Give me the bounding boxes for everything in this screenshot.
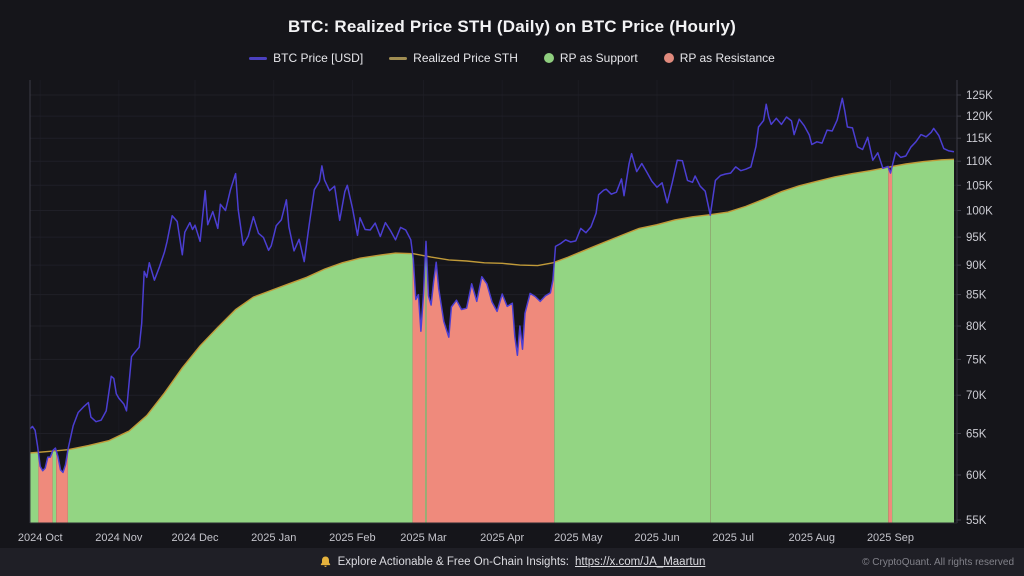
y-tick-label: 110K (966, 156, 992, 168)
y-tick-label: 90K (966, 260, 987, 272)
y-tick-label: 95K (966, 232, 987, 244)
support-resistance-areas (30, 159, 954, 524)
y-tick-label: 120K (966, 111, 993, 123)
realized-price-sth-line (29, 158, 955, 454)
legend-item-realized-price: Realized Price STH (389, 51, 518, 65)
rp-support-area (554, 214, 711, 523)
footer-bar: Explore Actionable & Free On-Chain Insig… (0, 548, 1024, 576)
x-tick-label: 2025 Jan (251, 532, 296, 544)
chart-legend: BTC Price [USD] Realized Price STH RP as… (0, 51, 1024, 65)
x-tick-label: 2024 Oct (18, 532, 63, 544)
y-tick-label: 100K (966, 206, 993, 218)
btc-price-line-marker (249, 56, 268, 60)
y-tick-label: 60K (966, 470, 987, 482)
x-tick-label: 2025 Apr (480, 532, 524, 544)
realized-price-line-marker (389, 56, 408, 60)
rp-support-area (892, 159, 954, 524)
rp-support-area (30, 452, 39, 523)
rp-resistance-area (888, 166, 893, 523)
copyright-text: © CryptoQuant. All rights reserved (862, 556, 1014, 568)
rp-support-area (52, 450, 57, 523)
y-tick-label: 80K (966, 321, 987, 333)
btc-price-line (29, 97, 955, 474)
rp-resistance-area (38, 451, 53, 523)
price-chart-plot: 125K 120K 115K 110K 105K 100K 95K 90K 85K 80K 75K 7… (18, 80, 993, 544)
y-tick-label: 65K (966, 429, 987, 441)
x-tick-label: 2025 Feb (329, 532, 375, 544)
legend-item-rp-resistance: RP as Resistance (663, 51, 775, 65)
rp-support-area (67, 253, 413, 523)
x-tick-label: 2025 Aug (789, 532, 836, 544)
y-tick-label: 75K (966, 354, 987, 366)
x-tick-label: 2024 Dec (171, 532, 219, 544)
y-tick-label: 105K (966, 180, 993, 192)
y-tick-label: 55K (966, 515, 987, 527)
y-tick-label: 85K (966, 290, 987, 302)
chart-title: BTC: Realized Price STH (Daily) on BTC P… (288, 17, 736, 36)
rp-resistance-dot-marker (663, 53, 674, 63)
legend-label-rp-resistance: RP as Resistance (679, 51, 775, 65)
x-tick-label: 2025 May (554, 532, 603, 544)
x-tick-label: 2025 Jun (634, 532, 679, 544)
footer-text: Explore Actionable & Free On-Chain Insig… (337, 556, 569, 568)
legend-label-rp-support: RP as Support (559, 51, 638, 65)
legend-item-rp-support: RP as Support (543, 51, 638, 65)
y-tick-label: 70K (966, 390, 987, 402)
axes (29, 80, 958, 524)
y-tick-label: 115K (966, 133, 992, 145)
rp-support-area (710, 167, 889, 524)
legend-label-realized-price: Realized Price STH (413, 51, 518, 65)
legend-label-btc-price: BTC Price [USD] (273, 51, 364, 65)
bell-icon (319, 555, 332, 572)
x-tick-label: 2025 Sep (867, 532, 914, 544)
y-axis-labels: 125K 120K 115K 110K 105K 100K 95K 90K 85K 80K 75K 7… (957, 90, 993, 527)
rp-support-area (425, 256, 427, 523)
x-tick-label: 2025 Mar (400, 532, 447, 544)
x-tick-label: 2024 Nov (95, 532, 143, 544)
x-tick-label: 2025 Jul (712, 532, 754, 544)
x-axis-labels: 2024 Oct 2024 Nov 2024 Dec 2025 Jan 2025 Feb… (18, 532, 914, 544)
rp-support-dot-marker (543, 53, 554, 63)
legend-item-btc-price: BTC Price [USD] (249, 51, 363, 65)
y-tick-label: 125K (966, 90, 993, 102)
footer-link[interactable]: https://x.com/JA_Maartun (575, 556, 706, 568)
rp-resistance-area (426, 256, 555, 523)
